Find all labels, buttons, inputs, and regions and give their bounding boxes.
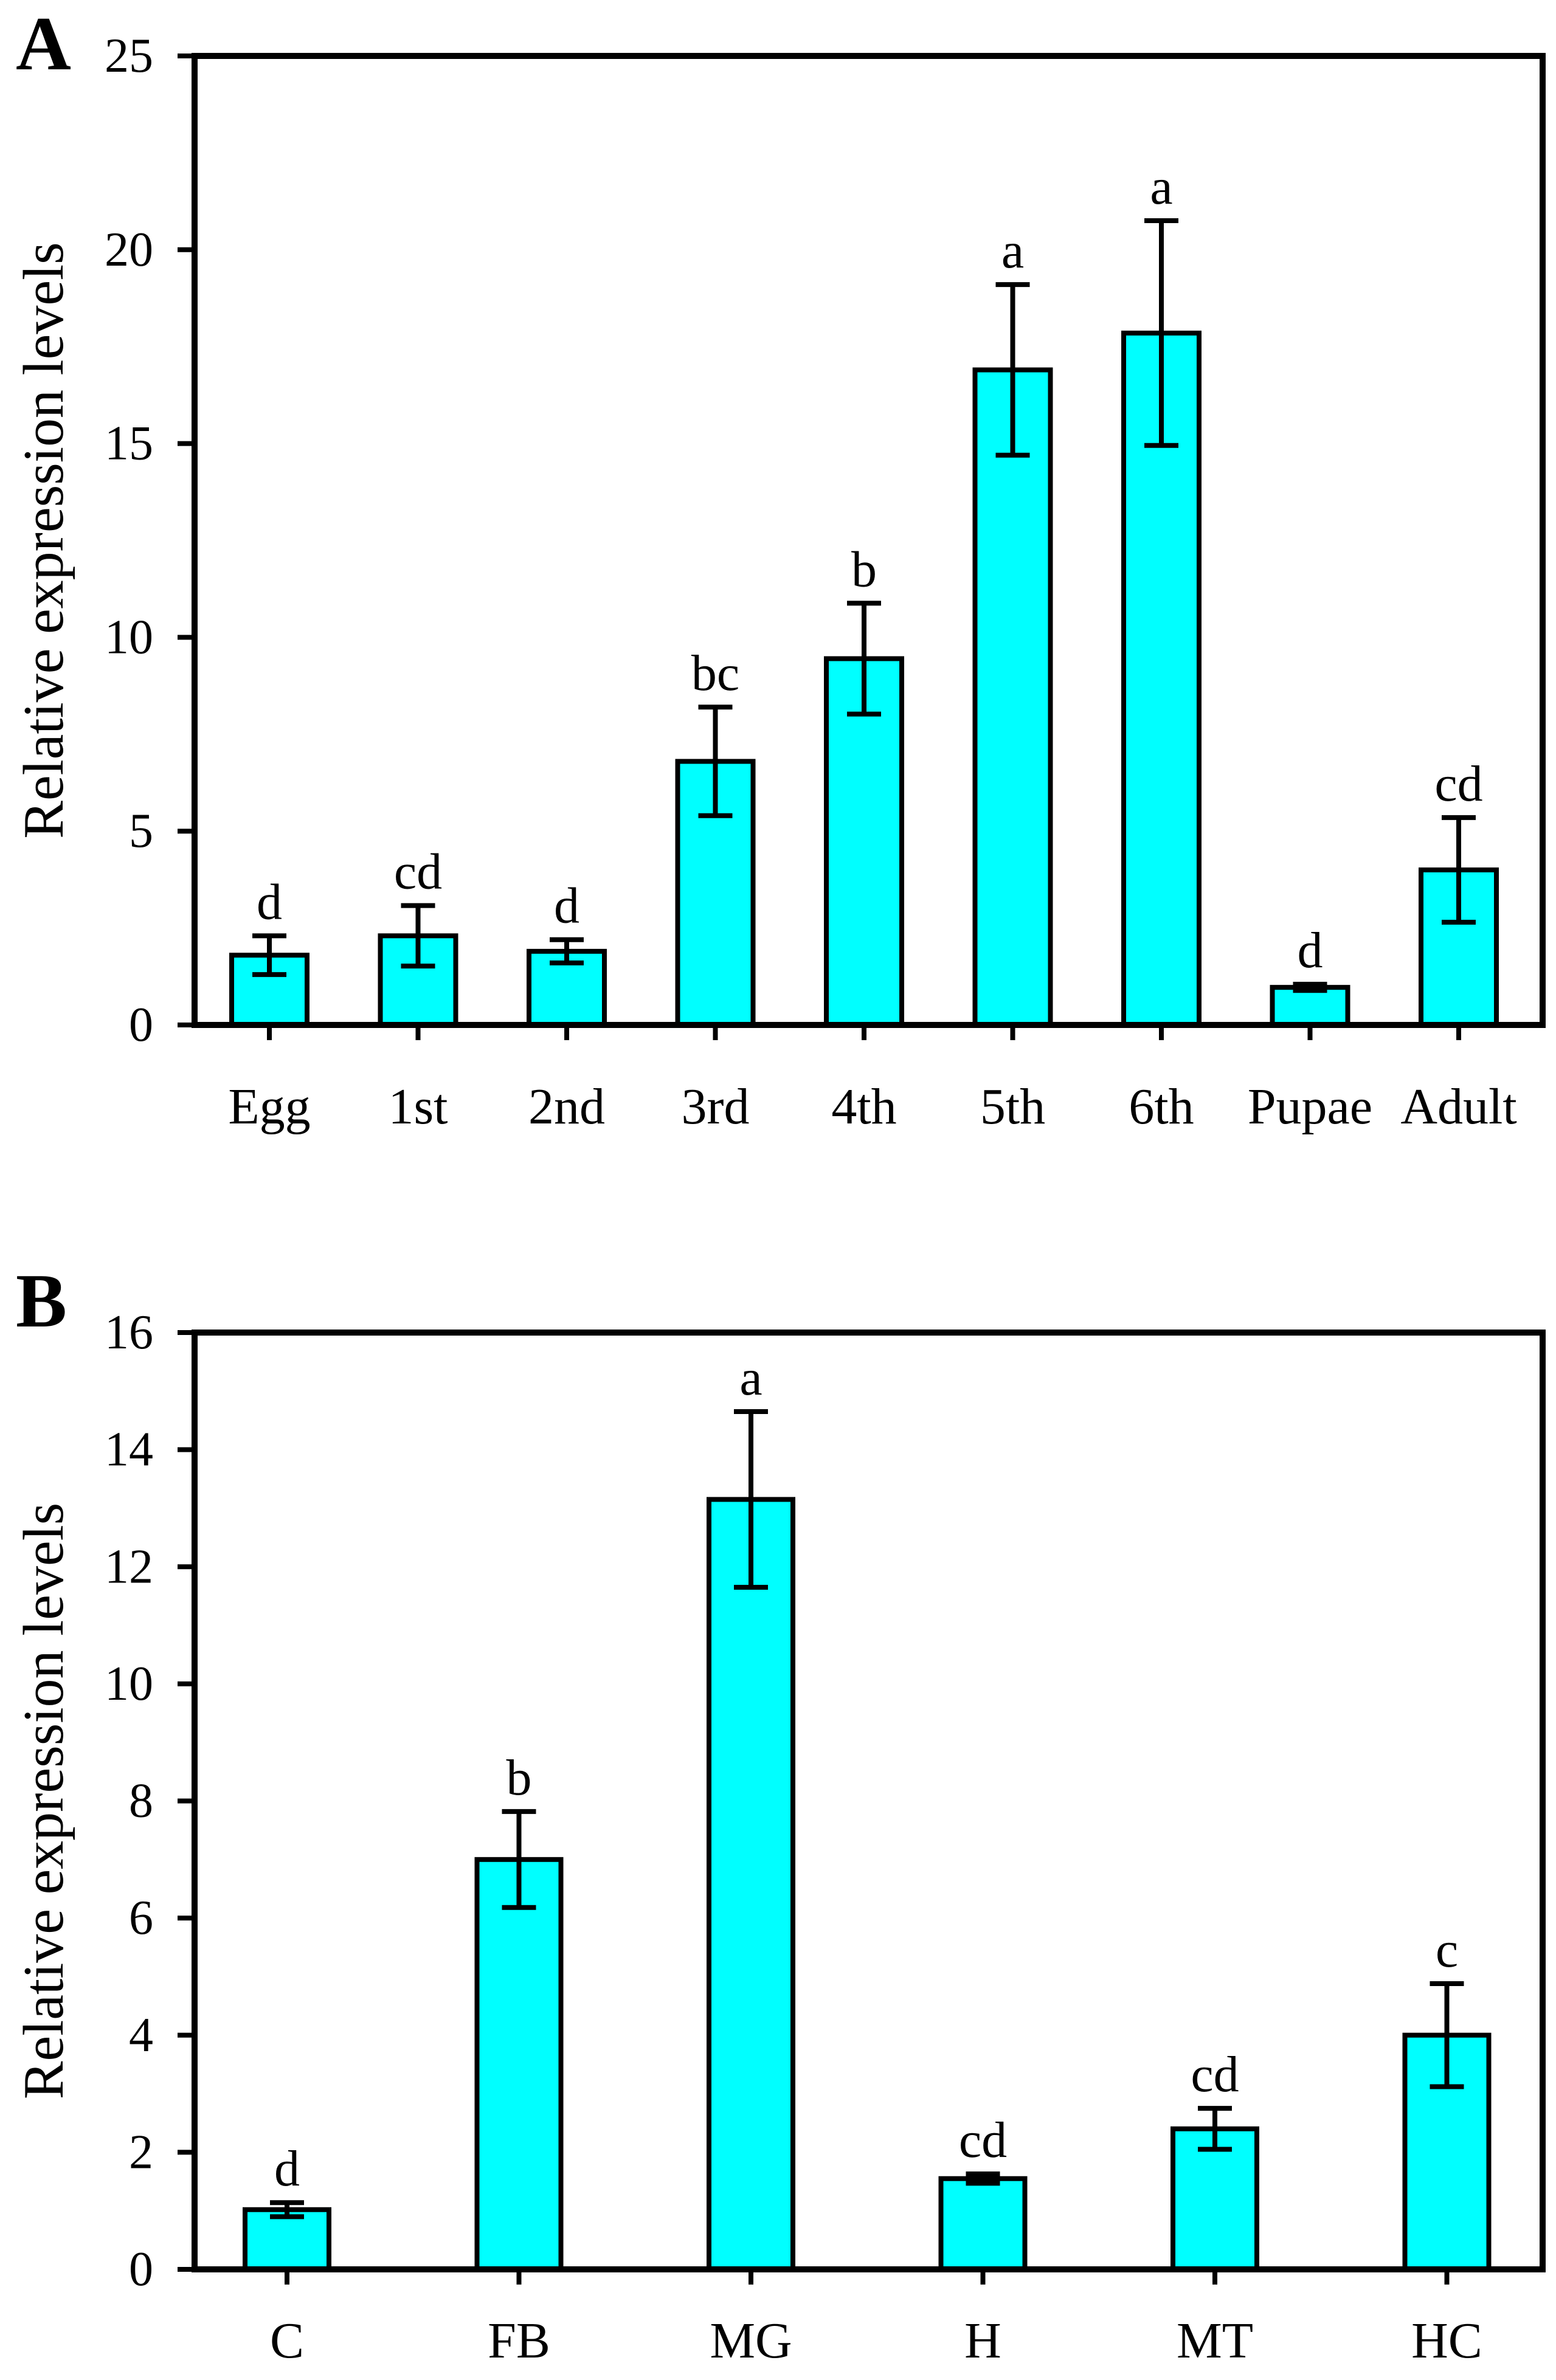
panel-a-bar-Pupae — [1270, 985, 1350, 1028]
panel-a-sig-letter-Egg: d — [257, 874, 282, 930]
panel-a-category-label-6th: 6th — [1129, 1078, 1194, 1135]
panel-b-error-bar-MG — [734, 1409, 768, 1590]
panel-a-ytick-label: 20 — [105, 223, 153, 277]
panel-a-sig-letter-Pupae: d — [1298, 922, 1323, 979]
panel-b-error-bar-HC — [1430, 1981, 1464, 2089]
panel-b-ytick-label: 0 — [129, 2243, 153, 2296]
panel-b-ytick-label: 12 — [105, 1540, 153, 1593]
panel-a-ytick-label: 10 — [105, 610, 153, 664]
panel-a-sig-letter-1st: cd — [394, 844, 442, 900]
panel-b-bar-FB — [474, 1857, 564, 2272]
panel-b-ytick-label: 4 — [129, 2009, 153, 2062]
panel-b-sig-letter-HC: c — [1436, 1922, 1458, 1978]
panel-b-category-label-H: H — [964, 2313, 1001, 2369]
panel-b-ytick-label: 8 — [129, 1775, 153, 1828]
panel-b-error-bar-H — [966, 2171, 1000, 2186]
panel-b-category-label-MG: MG — [710, 2313, 792, 2369]
panel-b-bar-H — [938, 2176, 1028, 2272]
panel-a-ytick-label: 25 — [105, 29, 153, 83]
panel-a-bar-5th — [972, 367, 1053, 1027]
panel-a-bar-6th — [1121, 330, 1202, 1027]
panel-b-ytick-label: 14 — [105, 1423, 153, 1477]
panel-b-sig-letter-MT: cd — [1191, 2046, 1239, 2103]
panel-b-ytick-label: 10 — [105, 1657, 153, 1711]
panel-a-sig-letter-3rd: bc — [691, 645, 739, 702]
panel-a-error-bar-5th — [995, 282, 1030, 458]
panel-b-ytick-label: 2 — [129, 2125, 153, 2179]
panel-a-plot-box — [192, 53, 1546, 1028]
panel-a-sig-letter-5th: a — [1001, 222, 1024, 279]
panel-a-y-axis-title: Relative expression levels — [12, 242, 75, 839]
panel-a-sig-letter-Adult: cd — [1434, 756, 1482, 812]
panel-b-sig-letter-MG: a — [739, 1350, 762, 1406]
panel-a-category-label-2nd: 2nd — [528, 1078, 605, 1135]
panel-a-error-bar-2nd — [550, 937, 584, 965]
panel-b-ytick-label: 6 — [129, 1891, 153, 1945]
panel-b-category-label-MT: MT — [1177, 2313, 1253, 2369]
panel-a-error-bar-3rd — [698, 705, 733, 818]
panel-b-error-bar-C — [270, 2200, 304, 2220]
panel-a-category-label-Pupae: Pupae — [1248, 1078, 1372, 1135]
panel-a-label: A — [16, 2, 71, 86]
panel-b-y-axis-title: Relative expression levels — [12, 1503, 75, 2100]
panel-b-category-label-HC: HC — [1411, 2313, 1482, 2369]
panel-b-chart: 0 2 4 6 8 10 12 14 16 C FB MG H MT HC d b a cd cd c Relative … — [12, 1306, 1546, 2369]
panel-b-sig-letter-C: d — [274, 2140, 300, 2197]
panel-a-sig-letter-6th: a — [1150, 159, 1172, 215]
panel-a-category-label-3rd: 3rd — [682, 1078, 750, 1135]
panel-a-error-bar-Adult — [1442, 815, 1476, 925]
panel-a-error-bar-Pupae — [1293, 982, 1327, 993]
panel-a-category-label-Adult: Adult — [1400, 1078, 1516, 1135]
panel-b-bar-MG — [707, 1497, 795, 2272]
panel-a-ytick-label: 0 — [129, 998, 153, 1052]
panel-a-bar-4th — [824, 656, 904, 1027]
panel-a-category-label-1st: 1st — [388, 1078, 448, 1135]
panel-a-category-label-5th: 5th — [980, 1078, 1045, 1135]
panel-b-plot-box — [192, 1330, 1546, 2272]
panel-a-error-bar-Egg — [252, 933, 286, 978]
panel-a-sig-letter-4th: b — [851, 541, 877, 598]
panel-a-ytick-label: 15 — [105, 417, 153, 471]
panel-a-category-label-Egg: Egg — [228, 1078, 310, 1135]
panel-b-error-bar-FB — [502, 1809, 536, 1910]
panel-b-category-label-FB: FB — [488, 2313, 550, 2369]
panel-b-ytick-label: 16 — [105, 1306, 153, 1359]
panel-b-category-label-C: C — [270, 2313, 304, 2369]
panel-b-label: B — [16, 1259, 67, 1343]
panel-b-error-bar-MT — [1198, 2106, 1232, 2152]
panel-b-sig-letter-H: cd — [959, 2112, 1007, 2168]
panel-a-sig-letter-2nd: d — [554, 878, 579, 934]
panel-a-category-label-4th: 4th — [831, 1078, 896, 1135]
panel-a-ytick-label: 5 — [129, 804, 153, 858]
panel-a-error-bar-4th — [847, 601, 881, 717]
panel-b-sig-letter-FB: b — [507, 1750, 532, 1806]
panel-a-error-bar-6th — [1144, 218, 1178, 448]
panel-a-error-bar-1st — [401, 903, 435, 969]
panel-a-chart: 0 5 10 15 20 25 Egg 1st 2nd 3rd 4th 5th 6th Pupae Adul… — [12, 29, 1546, 1135]
